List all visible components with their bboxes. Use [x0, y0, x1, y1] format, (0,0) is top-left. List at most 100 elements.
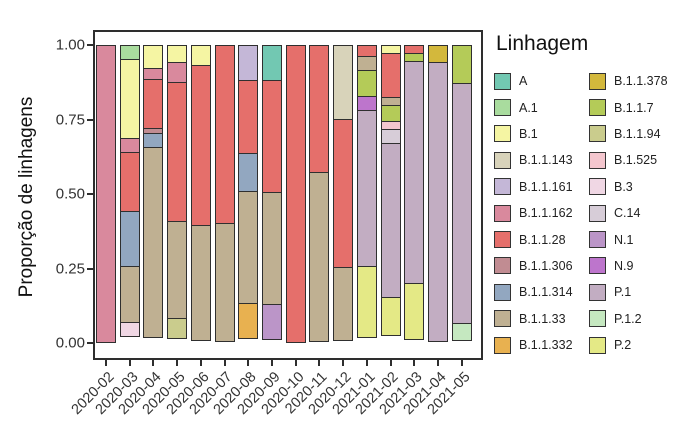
legend-label-P.1.2: P.1.2 — [614, 311, 642, 326]
legend-column-2: B.1.1.378 B.1.1.7 B.1.1.94 B.1.525 B.3 C.14 N.… — [589, 68, 689, 358]
legend-label-B.1: B.1 — [519, 126, 538, 141]
bar-segment-B.1.1.33 — [262, 191, 283, 306]
bar-segment-P.1.2 — [451, 323, 472, 341]
bar-2020-11: 2020-11 — [283, 45, 331, 417]
bar-2021-01: 2021-01 — [329, 45, 378, 418]
legend-item-B.1.1.306: B.1.1.306 — [494, 253, 589, 279]
bar-segment-B.1.1.314 — [119, 210, 140, 268]
x-tick-mark — [105, 360, 107, 366]
bar-segment-B.1.1.33 — [214, 222, 235, 342]
bar-segment-B.1.1.28 — [167, 81, 188, 222]
legend-swatch-B.1.1.161 — [494, 178, 511, 196]
bar-segment-B.1.1.28 — [238, 79, 259, 155]
bar-2021-03: 2021-03 — [377, 45, 426, 418]
legend-item-B.1.1.7: B.1.1.7 — [589, 94, 689, 120]
bar-segment-B.1.1.33 — [238, 190, 259, 305]
bar-segment-P.2 — [356, 266, 377, 338]
x-tick-mark — [128, 360, 131, 366]
bar-segment-N.9 — [356, 95, 377, 111]
legend-label-P.1: P.1 — [614, 285, 632, 300]
legend-item-B.1.1.332: B.1.1.332 — [494, 332, 589, 358]
legend-label-N.1: N.1 — [614, 232, 634, 247]
bar-segment-B.1.1.33 — [190, 224, 211, 341]
x-tick-mark — [342, 360, 345, 366]
bar-segment-P.1 — [380, 143, 401, 299]
legend-label-C.14: C.14 — [614, 206, 641, 221]
legend-label-B.1.1.7: B.1.1.7 — [614, 100, 654, 115]
legend-label-B.3: B.3 — [614, 179, 633, 194]
y-tick-label-0.50: 0.50 — [55, 185, 85, 203]
bar-segment-B.1.1.28 — [262, 79, 283, 193]
x-tick-mark — [271, 360, 274, 366]
y-tick-label-1.00: 1.00 — [55, 36, 85, 54]
legend-label-B.1.1.314: B.1.1.314 — [519, 285, 573, 300]
legend-column-1: A A.1 B.1 B.1.1.143 B.1.1.161 B.1.1.162 B.1.1.… — [494, 68, 589, 358]
legend-swatch-B.1.1.28 — [494, 231, 511, 249]
bar-segment-B.1.1.33 — [333, 266, 354, 341]
legend-item-B.1.1.162: B.1.1.162 — [494, 200, 589, 226]
bar-segment-P.1 — [451, 82, 472, 325]
legend-item-B.1.1.94: B.1.1.94 — [589, 121, 689, 147]
legend-label-B.1.1.143: B.1.1.143 — [519, 153, 573, 168]
legend-label-P.2: P.2 — [614, 338, 632, 353]
legend-label-B.1.1.332: B.1.1.332 — [519, 338, 573, 353]
bar-segment-B.1.1.332 — [238, 303, 259, 339]
legend-swatch-A — [494, 72, 511, 90]
bar-2021-04: 2021-04 — [400, 45, 449, 418]
bar-2020-12: 2020-12 — [306, 45, 355, 418]
legend-columns: A A.1 B.1 B.1.1.143 B.1.1.161 B.1.1.162 B.1.1.… — [494, 68, 694, 358]
legend-swatch-B.1.1.306 — [494, 257, 511, 275]
legend-swatch-B.1.1.7 — [589, 99, 606, 117]
legend-swatch-A.1 — [494, 99, 511, 117]
y-tick-mark — [87, 267, 94, 270]
bar-2020-10: 2020-10 — [258, 45, 307, 418]
bar-segment-B.1.1.33 — [167, 220, 188, 320]
legend-label-B.1.525: B.1.525 — [614, 153, 658, 168]
bar-segment-P.2 — [404, 283, 425, 340]
legend-item-B.3: B.3 — [589, 174, 689, 200]
legend-swatch-N.1 — [589, 231, 606, 249]
bar-segment-B.1 — [119, 58, 140, 140]
legend-swatch-B.1.525 — [589, 151, 606, 169]
legend-item-P.1: P.1 — [589, 279, 689, 305]
bar-segment-B.1.1.28 — [214, 45, 235, 224]
bar-segment-B.3 — [119, 322, 140, 337]
bar-segment-B.1.1.7 — [380, 104, 401, 123]
bar-2020-08: 2020-08 — [211, 45, 260, 418]
legend-swatch-B.1.1.332 — [494, 336, 511, 354]
bar-segment-B.1.1.378 — [428, 45, 449, 63]
bar-segment-B.1.1.161 — [238, 45, 259, 81]
bar-segment-B.1 — [167, 45, 188, 63]
bar-segment-B.1.1.314 — [143, 133, 164, 149]
bar-segment-B.1.1.162 — [119, 138, 140, 154]
legend-item-N.9: N.9 — [589, 253, 689, 279]
legend-item-B.1.1.161: B.1.1.161 — [494, 174, 589, 200]
bar-segment-B.1.1.7 — [356, 69, 377, 97]
y-tick-mark — [87, 118, 94, 121]
legend-label-N.9: N.9 — [614, 258, 634, 273]
bar-segment-B.1.1.33 — [356, 55, 377, 71]
bar-segment-B.1.1.33 — [309, 172, 330, 342]
bar-segment-P.1 — [404, 60, 425, 285]
legend-swatch-B.1.1.143 — [494, 151, 511, 169]
x-tick-mark — [460, 360, 463, 366]
legend-item-P.1.2: P.1.2 — [589, 306, 689, 332]
legend-swatch-N.9 — [589, 257, 606, 275]
x-tick-mark — [247, 360, 250, 366]
legend-item-B.1.1.28: B.1.1.28 — [494, 226, 589, 252]
legend-title: Linhagem — [496, 32, 589, 55]
legend-item-A: A — [494, 68, 589, 94]
bar-segment-B.1.1.33 — [119, 266, 140, 324]
bar-segment-P.1 — [356, 109, 377, 268]
bar-segment-B.1.1.7 — [451, 45, 472, 84]
legend-swatch-C.14 — [589, 204, 606, 222]
bar-segment-B.1.1.33 — [143, 147, 164, 338]
x-tick-mark — [318, 360, 321, 366]
legend-item-C.14: C.14 — [589, 200, 689, 226]
legend-item-B.1.1.33: B.1.1.33 — [494, 306, 589, 332]
legend-swatch-P.1.2 — [589, 310, 606, 328]
bar-segment-B.1 — [143, 45, 164, 69]
legend-item-B.1.1.314: B.1.1.314 — [494, 279, 589, 305]
legend-item-B.1: B.1 — [494, 121, 589, 147]
